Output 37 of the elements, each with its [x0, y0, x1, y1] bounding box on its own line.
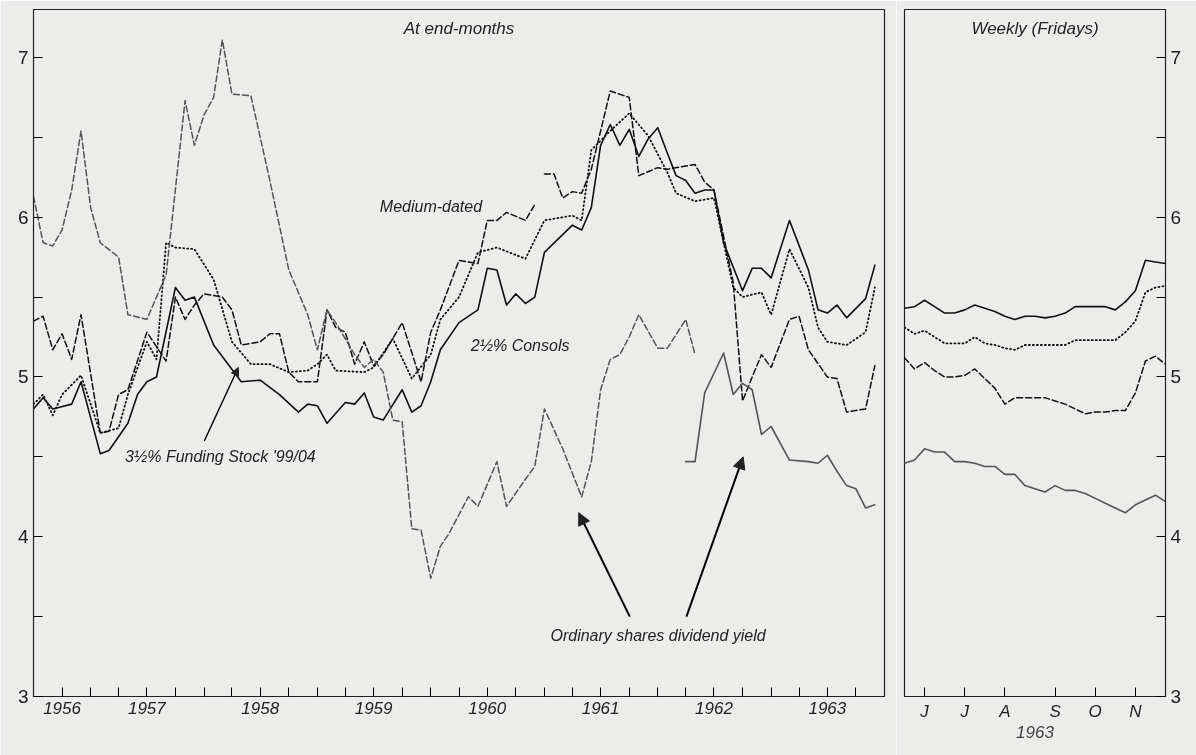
text: At end-months	[402, 18, 515, 38]
x-tick-label: J	[959, 701, 970, 721]
y-tick-label: 3	[1170, 686, 1182, 707]
line-series	[904, 285, 1166, 351]
y-tick-label: 4	[17, 526, 29, 548]
x-tick-label: N	[1129, 701, 1143, 721]
annotation: Ordinary shares dividend yield	[550, 627, 767, 645]
y-tick-label: 6	[17, 206, 29, 228]
x-tick-label: 1956	[43, 698, 82, 718]
x-tick-label: O	[1088, 701, 1102, 721]
x-tick-label: 1963	[808, 698, 847, 718]
x-tick-label: 1958	[241, 698, 280, 718]
x-tick-label: S	[1049, 701, 1062, 721]
y-tick-label: 5	[1170, 366, 1182, 388]
x-tick-label: 1962	[695, 698, 734, 718]
line-series	[33, 39, 696, 580]
y-tick-label: 5	[17, 366, 29, 388]
line-series	[684, 352, 876, 509]
series-label: 2½% Consols	[469, 336, 570, 354]
x-tick-label: A	[998, 701, 1011, 721]
series-label: 3½% Funding Stock '99/04	[124, 448, 316, 466]
y-tick-label: 3	[17, 686, 29, 707]
text: Weekly (Fridays)	[971, 18, 1099, 38]
x-tick-label: 1961	[581, 698, 620, 718]
line-series	[904, 448, 1166, 514]
x-tick-label: 1957	[127, 698, 167, 718]
y-tick-label: 4	[1170, 526, 1182, 548]
y-tick-label: 6	[1170, 206, 1182, 228]
x-tick-label: 1959	[354, 698, 394, 718]
y-tick-label: 7	[1170, 46, 1182, 68]
y-tick-label: 7	[17, 46, 29, 68]
x-tick-label: J	[919, 701, 930, 721]
x-tick-label: 1960	[468, 698, 507, 718]
series-label: Medium-dated	[379, 197, 484, 215]
x-axis-title: 1963	[1016, 722, 1055, 742]
line-series	[904, 259, 1166, 321]
line-series	[904, 355, 1166, 415]
